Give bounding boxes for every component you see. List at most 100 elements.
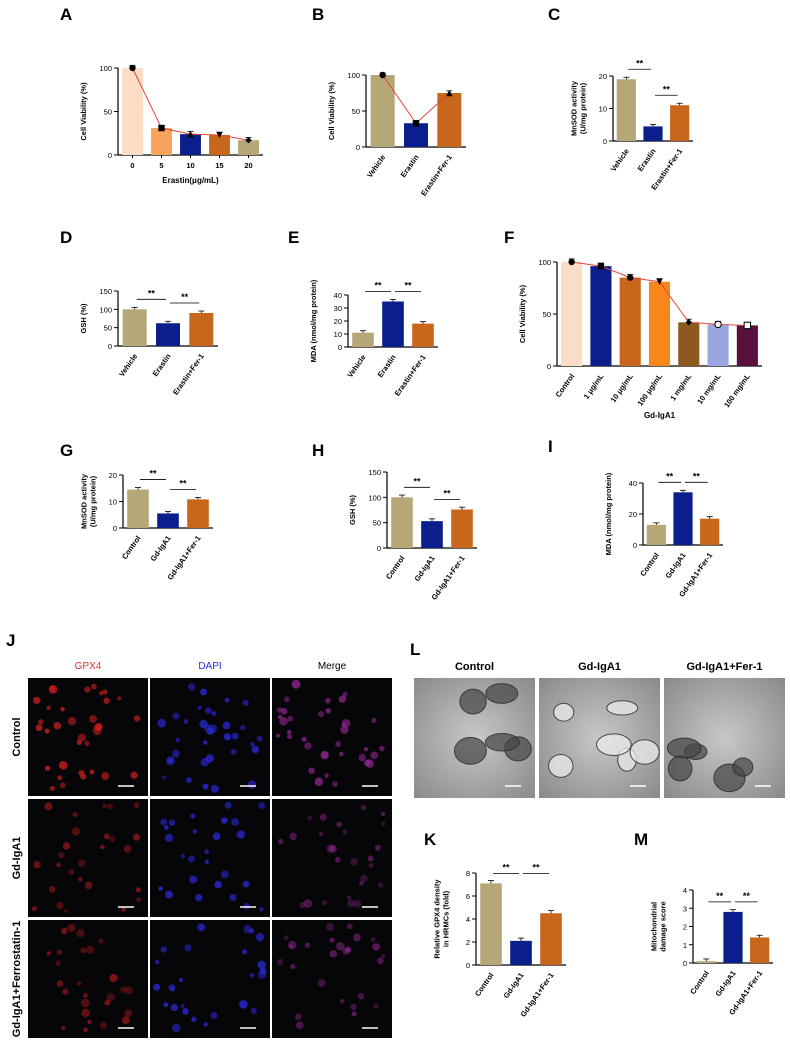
y-tick-label: 50 xyxy=(104,108,112,117)
bar xyxy=(437,93,462,147)
cell-dot xyxy=(172,1023,181,1033)
column-header: Control xyxy=(455,661,494,673)
mitochondrion xyxy=(596,733,632,756)
mitochondrion xyxy=(484,732,520,752)
cell-dot xyxy=(46,951,52,956)
micrograph-background xyxy=(272,799,392,917)
cell-dot xyxy=(163,1002,169,1008)
mitochondrion xyxy=(732,757,754,777)
cell-dot xyxy=(172,712,180,720)
y-tick-label: 100 xyxy=(538,258,551,267)
significance-label: ** xyxy=(404,281,412,291)
cell-dot xyxy=(335,856,341,863)
y-axis-label-line: (U/mg protein) xyxy=(89,475,98,527)
cell-dot xyxy=(86,945,95,954)
cell-dot xyxy=(367,855,374,862)
x-tick-label: Control xyxy=(473,971,496,998)
x-tick-label: Gd-IgA1 xyxy=(413,554,437,583)
cell-dot xyxy=(317,979,326,988)
y-axis-label-line: damage score xyxy=(659,901,668,951)
cell-dot xyxy=(345,946,352,953)
cell-dot xyxy=(164,890,173,899)
micrograph-tile xyxy=(272,920,392,1038)
cell-dot xyxy=(100,844,105,850)
cell-dot xyxy=(123,845,132,853)
y-tick-label: 0 xyxy=(338,343,342,352)
bar xyxy=(700,518,720,545)
y-tick-label: 8 xyxy=(466,869,470,878)
y-tick-label: 0 xyxy=(466,961,470,970)
data-point xyxy=(158,124,165,132)
cell-dot xyxy=(133,715,141,722)
y-tick-label: 100 xyxy=(368,493,381,502)
y-tick-label: 20 xyxy=(109,471,117,480)
cell-dot xyxy=(336,821,342,828)
cell-dot xyxy=(370,937,376,943)
cell-dot xyxy=(346,923,353,930)
cell-dot xyxy=(92,726,102,736)
significance-label: ** xyxy=(666,471,674,481)
cell-dot xyxy=(46,705,51,710)
y-axis-label-line: MnSOD activity xyxy=(80,473,89,529)
cell-dot xyxy=(58,760,68,770)
cell-dot xyxy=(381,821,386,826)
chart-panel-d: D 0 50 100 150 GSH (%) Vehicle ErastinErastin+F… xyxy=(60,228,218,397)
cell-dot xyxy=(107,803,113,810)
data-point xyxy=(412,120,420,127)
cell-dot xyxy=(279,716,288,726)
cell-dot xyxy=(374,844,381,851)
cell-dot xyxy=(321,900,327,906)
x-axis-label: Erastin(μg/mL) xyxy=(162,176,219,185)
significance-label: ** xyxy=(636,58,644,68)
y-axis-label: MnSOD activity(U/mg protein) xyxy=(80,473,98,529)
cell-dot xyxy=(157,718,166,728)
cell-dot xyxy=(220,870,229,879)
x-tick-label: 20 xyxy=(244,161,252,170)
y-tick-label: 150 xyxy=(99,287,112,296)
cell-dot xyxy=(55,960,61,966)
cell-dot xyxy=(175,737,180,742)
cell-dot xyxy=(172,749,180,758)
cell-dot xyxy=(125,986,133,995)
micrograph-background xyxy=(150,799,270,917)
cell-dot xyxy=(317,711,325,718)
cell-dot xyxy=(204,859,210,865)
cell-dot xyxy=(166,756,175,766)
bar xyxy=(127,489,149,528)
cell-dot xyxy=(289,832,297,841)
cell-dot xyxy=(224,801,232,809)
cell-dot xyxy=(99,1022,108,1030)
cell-dot xyxy=(103,697,110,704)
bar xyxy=(370,75,395,147)
cell-dot xyxy=(379,745,385,752)
chart-panel-c: C 0 10 20 MnSOD activity(U/mg protein) Vehicl… xyxy=(548,5,693,192)
cell-dot xyxy=(120,906,127,912)
panel-letter: F xyxy=(504,228,514,247)
cell-dot xyxy=(120,986,128,994)
cell-dot xyxy=(187,855,195,863)
cell-dot xyxy=(318,831,323,836)
chart-panel-i: I 0 20 40 MDA (nmol/mg protein) Control Gd-IgA… xyxy=(548,437,723,599)
cell-dot xyxy=(357,993,365,1000)
cell-dot xyxy=(257,960,266,970)
cell-dot xyxy=(136,897,141,903)
y-tick-label: 20 xyxy=(334,317,342,326)
chart-panel-g: G 0 10 20 MnSOD activity(U/mg protein) Contro… xyxy=(60,441,213,582)
cell-dot xyxy=(77,859,86,868)
cell-dot xyxy=(49,785,55,792)
cell-dot xyxy=(153,983,161,991)
panel-letter: K xyxy=(424,830,437,849)
cell-dot xyxy=(168,819,176,826)
cell-dot xyxy=(360,804,367,811)
micrograph-background xyxy=(28,920,148,1038)
cell-dot xyxy=(189,875,198,884)
y-axis-label-line: Relative GPX4 density xyxy=(433,879,442,959)
cell-dot xyxy=(56,901,64,910)
x-tick-label: Erastin+Fer-1 xyxy=(171,352,206,397)
bar xyxy=(561,262,583,366)
chart-panel-b: B 0 50 100 Cell Viability (%) Vehicle ErastinE… xyxy=(312,5,466,198)
cell-dot xyxy=(71,827,81,836)
cell-dot xyxy=(205,754,214,763)
cell-dot xyxy=(291,679,301,689)
cell-dot xyxy=(187,683,196,691)
